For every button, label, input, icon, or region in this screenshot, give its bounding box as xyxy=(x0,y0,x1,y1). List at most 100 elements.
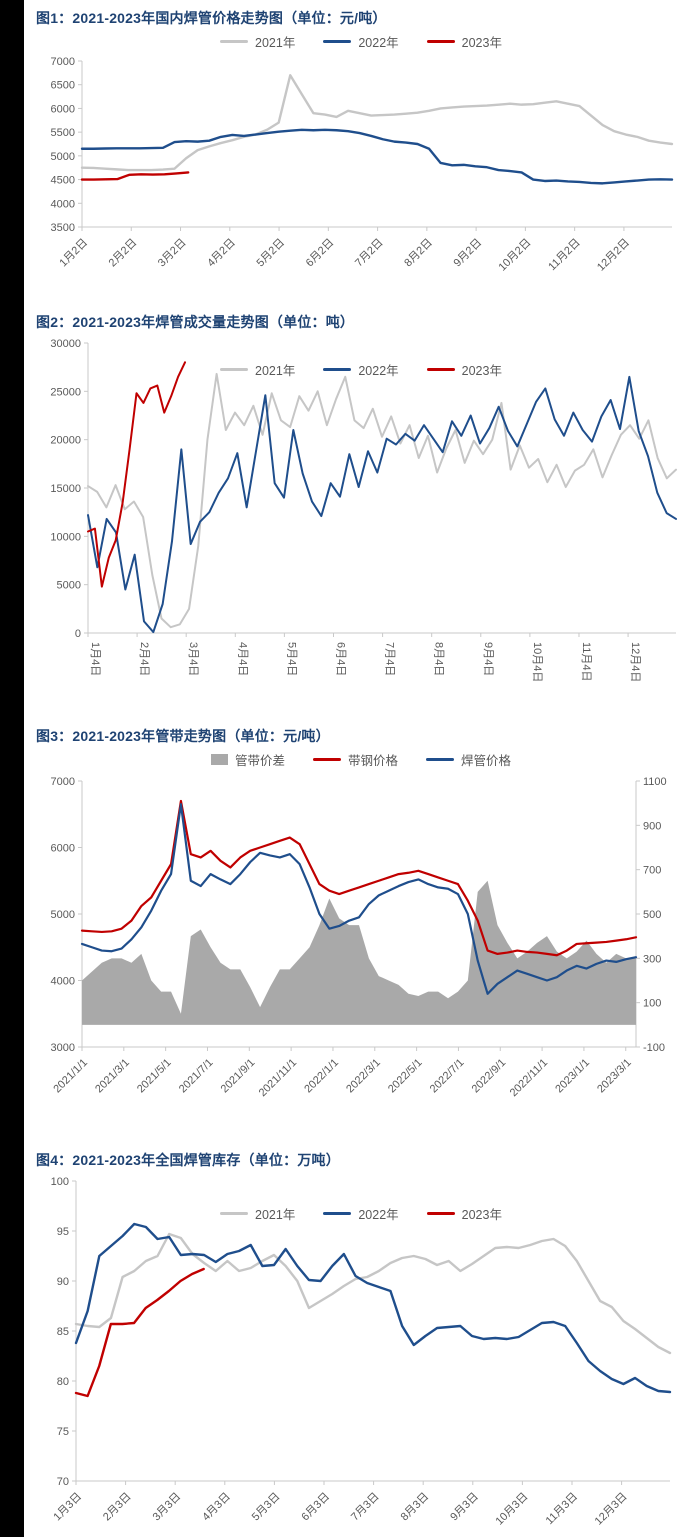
x-axis-tick-label: 8月3日 xyxy=(399,1491,432,1524)
area-swatch-icon xyxy=(210,753,228,765)
legend-item-s1: 带钢价格 xyxy=(312,750,398,769)
series-line-s2 xyxy=(74,1267,205,1398)
series-line-s0 xyxy=(87,372,677,629)
charts-column: 图1：2021-2023年国内焊管价格走势图（单位：元/吨） 2021年 2022… xyxy=(24,0,686,1537)
legend-item-s2: 2023年 xyxy=(426,1204,502,1223)
x-axis-tick-label: 2月3日 xyxy=(101,1491,134,1524)
line-swatch-icon xyxy=(220,367,249,371)
x-axis-tick-label: 10月4日 xyxy=(531,642,543,682)
x-axis-tick-label: 12月4日 xyxy=(629,642,641,682)
legend-item-s0: 2021年 xyxy=(220,360,295,379)
x-axis-tick-label: 10月3日 xyxy=(493,1491,530,1528)
y2-axis-tick-label: 300 xyxy=(643,953,661,965)
legend-item-s0: 2021年 xyxy=(220,1204,295,1223)
x-axis-tick-label: 5月4日 xyxy=(285,642,297,676)
x-axis-tick-label: 3月2日 xyxy=(156,237,189,270)
legend-item-s1: 2022年 xyxy=(323,1204,399,1223)
x-axis-tick-label: 6月4日 xyxy=(334,642,346,676)
legend-label: 焊管价格 xyxy=(461,753,512,768)
legend-item-s2: 2023年 xyxy=(426,360,502,379)
y-axis-tick-label: 0 xyxy=(75,628,81,640)
x-axis-tick-label: 4月3日 xyxy=(200,1491,233,1524)
x-axis-tick-label: 1月2日 xyxy=(57,237,90,270)
legend-label: 2023年 xyxy=(461,363,502,378)
x-axis-tick-label: 12月2日 xyxy=(595,237,632,274)
chart-4-legend: 2021年 2022年 2023年 xyxy=(36,1203,686,1223)
y-axis-tick-label: 6000 xyxy=(51,843,75,855)
y-axis-tick-label: 4000 xyxy=(51,976,75,988)
x-axis-tick-label: 2月2日 xyxy=(107,237,140,270)
x-axis-tick-label: 2021/3/1 xyxy=(93,1057,132,1096)
y-axis-tick-label: 6500 xyxy=(51,80,75,92)
series-line-s1 xyxy=(80,128,674,185)
legend-item-s1: 2022年 xyxy=(323,360,399,379)
series-line-s0 xyxy=(80,74,674,172)
y-axis-tick-label: 5000 xyxy=(51,909,75,921)
legend-item-s1: 2022年 xyxy=(323,32,399,51)
x-axis-tick-label: 2022/5/1 xyxy=(386,1057,425,1096)
y2-axis-tick-label: 500 xyxy=(643,909,661,921)
line-swatch-icon xyxy=(323,1211,352,1215)
legend-item-s0: 管带价差 xyxy=(210,750,285,769)
y-axis-tick-label: 4500 xyxy=(51,175,75,187)
y2-axis-tick-label: -100 xyxy=(643,1042,665,1054)
x-axis-tick-label: 2021/7/1 xyxy=(177,1057,216,1096)
chart-canvas-svg: 3000 4000 5000 6000 7000 -100 100 300 500 700 900 1… xyxy=(51,776,667,1100)
chart-1-canvas: 3500 4000 4500 5000 5500 6000 6500 7000 1月2日 2月2日… xyxy=(36,53,686,286)
y2-axis-tick-label: 900 xyxy=(643,820,661,832)
series-line-s1 xyxy=(87,375,677,634)
y-axis-tick-label: 75 xyxy=(57,1426,69,1438)
x-axis-tick-label: 2022/3/1 xyxy=(344,1057,383,1096)
y2-axis-tick-label: 700 xyxy=(643,865,661,877)
y-axis-tick-label: 3000 xyxy=(51,1042,75,1054)
line-swatch-icon xyxy=(323,367,352,371)
x-axis-tick-label: 3月3日 xyxy=(151,1491,184,1524)
x-axis-tick-label: 9月2日 xyxy=(452,237,485,270)
legend-label: 2021年 xyxy=(255,363,296,378)
line-swatch-icon xyxy=(220,1211,249,1215)
legend-label: 2022年 xyxy=(358,35,399,50)
chart-3-canvas: 3000 4000 5000 6000 7000 -100 100 300 500 700 900 1… xyxy=(36,773,686,1116)
legend-item-s0: 2021年 xyxy=(220,32,295,51)
y-axis-tick-label: 85 xyxy=(57,1326,69,1338)
x-axis-tick-label: 7月3日 xyxy=(349,1491,382,1524)
x-axis-tick-label: 2月4日 xyxy=(138,642,150,676)
chart-block-price: 图1：2021-2023年国内焊管价格走势图（单位：元/吨） 2021年 2022… xyxy=(36,8,686,286)
legend-label: 2022年 xyxy=(358,1207,399,1222)
chart-4-canvas: 70 75 80 85 90 95 100 1月3日 2月3日 3月3日 4月3日 5月3日 6月3日 7… xyxy=(36,1173,686,1537)
y-axis-tick-label: 3500 xyxy=(51,222,75,234)
y-axis-tick-label: 6000 xyxy=(51,103,75,115)
legend-label: 2023年 xyxy=(461,1207,502,1222)
y-axis-tick-label: 30000 xyxy=(50,338,81,350)
chart-canvas-svg: 3500 4000 4500 5000 5500 6000 6500 7000 1月2日 2月2日… xyxy=(51,56,674,274)
x-axis-tick-label: 9月3日 xyxy=(448,1491,481,1524)
y-axis-tick-label: 80 xyxy=(57,1376,69,1388)
x-axis-tick-label: 11月2日 xyxy=(546,237,582,273)
x-axis-tick-label: 2022/7/1 xyxy=(428,1057,467,1096)
chart-2-legend: 2021年 2022年 2023年 xyxy=(36,359,686,379)
series-line-s2 xyxy=(80,803,638,995)
x-axis-tick-label: 2023/1/1 xyxy=(553,1057,592,1096)
x-axis-tick-label: 4月2日 xyxy=(205,237,238,270)
x-axis-tick-label: 9月4日 xyxy=(482,642,494,676)
x-axis-tick-label: 6月3日 xyxy=(299,1491,332,1524)
legend-label: 2021年 xyxy=(255,35,296,50)
x-axis-tick-label: 11月3日 xyxy=(544,1491,580,1527)
x-axis-tick-label: 2021/9/1 xyxy=(219,1057,258,1096)
x-axis-tick-label: 6月2日 xyxy=(304,237,337,270)
line-swatch-icon xyxy=(426,1211,455,1215)
y-axis-tick-label: 10000 xyxy=(50,531,81,543)
legend-label: 2022年 xyxy=(358,363,399,378)
x-axis-tick-label: 12月3日 xyxy=(593,1491,630,1528)
line-swatch-icon xyxy=(426,367,455,371)
chart-block-spread: 图3：2021-2023年管带走势图（单位：元/吨） 管带价差 带钢价格 焊管价格 … xyxy=(36,726,686,1116)
series-line-s2 xyxy=(87,361,187,588)
y2-axis-tick-label: 100 xyxy=(643,998,661,1010)
y-axis-tick-label: 70 xyxy=(57,1476,69,1488)
x-axis-tick-label: 2022/11/1 xyxy=(508,1057,551,1100)
chart-4-canvas-wrap: 70 75 80 85 90 95 100 1月3日 2月3日 3月3日 4月3日 5月3日 6月3日 7… xyxy=(36,1173,686,1537)
y-axis-tick-label: 7000 xyxy=(51,56,75,68)
chart-2-title: 图2：2021-2023年焊管成交量走势图（单位：吨） xyxy=(36,314,355,330)
y-axis-tick-label: 95 xyxy=(57,1226,69,1238)
legend-label: 2021年 xyxy=(255,1207,296,1222)
